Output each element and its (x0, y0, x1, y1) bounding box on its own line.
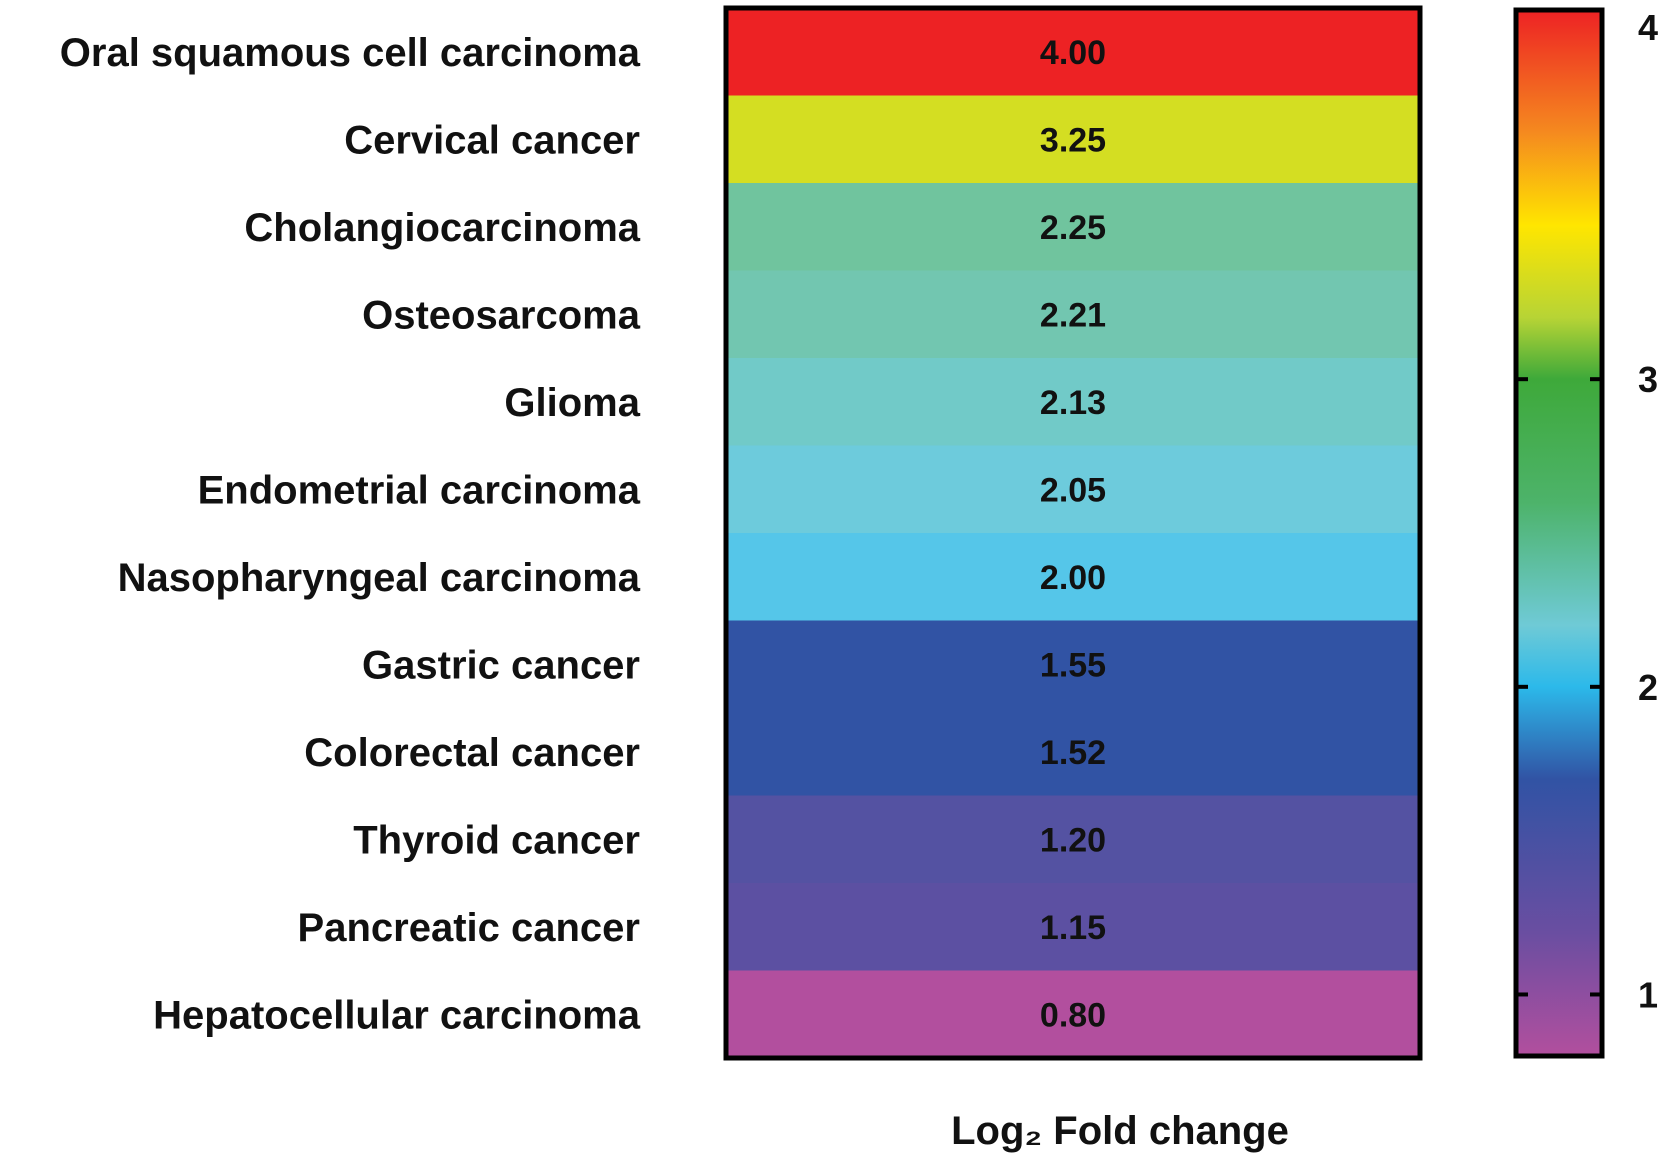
colorbar-tick-label: 1 (1638, 974, 1658, 1015)
cell-value-label: 1.55 (1040, 646, 1106, 684)
heatmap-cell (726, 358, 1420, 446)
heatmap-cell (726, 708, 1420, 796)
colorbar-tick-label: 3 (1638, 359, 1658, 400)
heatmap-cell (726, 620, 1420, 709)
x-axis-label: Log₂ Fold change (951, 1109, 1289, 1153)
row-label: Nasopharyngeal carcinoma (118, 556, 641, 600)
colorbar-tick-label: 4 (1638, 7, 1658, 48)
heatmap-cell (726, 533, 1420, 621)
row-label: Cholangiocarcinoma (244, 206, 640, 250)
row-label: Colorectal cancer (304, 731, 640, 775)
row-label: Endometrial carcinoma (198, 468, 641, 512)
colorbar: 1 2 3 4 (1513, 7, 1658, 1059)
row-label: Oral squamous cell carcinoma (60, 31, 641, 75)
cell-value-label: 3.25 (1040, 121, 1106, 159)
row-label: Osteosarcoma (362, 293, 641, 337)
row-label: Gastric cancer (362, 643, 640, 687)
cell-value-label: 1.20 (1040, 821, 1106, 859)
heatmap-cell (726, 795, 1420, 884)
cell-value-label: 0.80 (1040, 996, 1106, 1034)
row-label: Hepatocellular carcinoma (153, 993, 641, 1037)
cell-value-label: 2.13 (1040, 384, 1106, 422)
row-label: Cervical cancer (344, 118, 640, 162)
cell-value-label: 1.52 (1040, 734, 1106, 772)
heatmap-cell (726, 183, 1420, 271)
cell-value-label: 2.21 (1040, 296, 1106, 334)
heatmap-cell (726, 270, 1420, 359)
heatmap-cell (726, 445, 1420, 534)
heatmap-cell (726, 95, 1420, 184)
heatmap-cell (726, 8, 1420, 96)
cell-value-label: 2.25 (1040, 209, 1106, 247)
colorbar-fill (1513, 7, 1605, 1059)
heatmap-cell (726, 970, 1420, 1059)
row-label: Pancreatic cancer (298, 906, 640, 950)
heatmap-rows: 4.00 Oral squamous cell carcinoma 3.25 Cerv… (60, 8, 1420, 1059)
heatmap-cell (726, 883, 1420, 971)
cell-value-label: 1.15 (1040, 909, 1106, 947)
cell-value-label: 2.00 (1040, 559, 1106, 597)
cell-value-label: 4.00 (1040, 34, 1106, 72)
row-label: Thyroid cancer (353, 818, 640, 862)
cell-value-label: 2.05 (1040, 471, 1106, 509)
row-label: Glioma (504, 381, 640, 425)
heatmap-frame (723, 5, 1423, 1061)
colorbar-tick-label: 2 (1638, 667, 1658, 708)
